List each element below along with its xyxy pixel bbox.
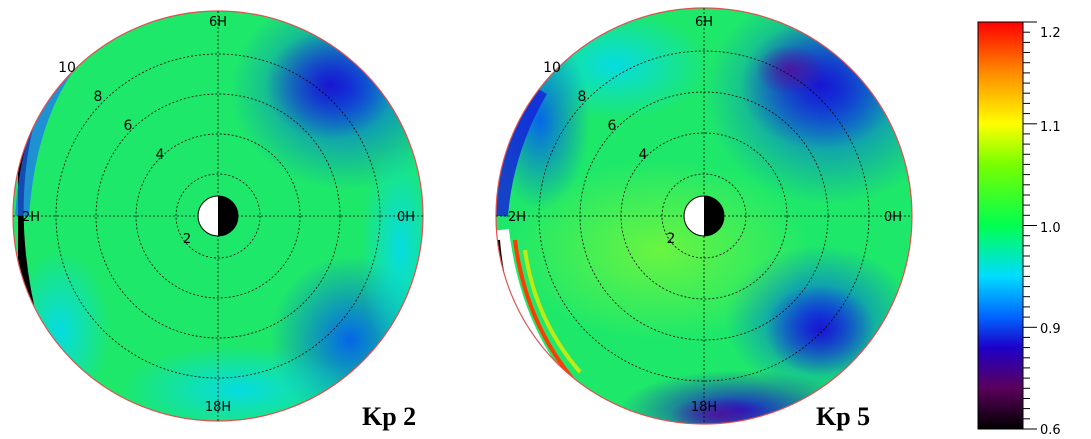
radial-tick-label-2: 2 <box>667 231 676 247</box>
radial-tick-label-6: 6 <box>124 118 133 134</box>
mlt-label-left: 2H <box>22 210 40 225</box>
radial-tick-label-8: 8 <box>94 89 103 105</box>
radial-tick-label-4: 4 <box>639 147 648 163</box>
mlt-label-bottom: 18H <box>691 400 717 415</box>
colorbar-ticks <box>1023 21 1037 430</box>
colorbar-gradient <box>977 21 1024 430</box>
mlt-label-bottom: 18H <box>205 400 231 415</box>
radial-tick-label-2: 2 <box>183 232 191 247</box>
earth-nightside <box>218 196 238 236</box>
radial-grid-4 <box>135 133 301 299</box>
colorbar-tick-label-0.9: 0.9 <box>1040 322 1061 337</box>
mlt-label-left: 2H <box>508 210 526 225</box>
panel-label-kp5: Kp 5 <box>816 402 871 431</box>
polar-plot-kp5: 2 4 6 8 10 6H 2H 18H 0H <box>495 7 913 425</box>
colorbar-tick-label-0.8: 0.6 <box>1040 423 1061 438</box>
mlt-label-right: 0H <box>884 210 902 225</box>
colorbar: 1.2 1.1 1.0 0.9 0.6 <box>977 21 1061 438</box>
deep-blue-region-dusk <box>765 285 875 375</box>
cyan-region-right <box>360 140 423 360</box>
purple-region-dawn <box>755 45 825 95</box>
radial-tick-label-10: 10 <box>58 60 76 76</box>
radial-tick-label-6: 6 <box>608 118 617 134</box>
purple-region-bottom <box>670 397 770 424</box>
radial-grid-2 <box>175 173 261 259</box>
cyan-region-bottom <box>120 345 360 421</box>
colorbar-tick-label-1.2: 1.2 <box>1040 26 1061 41</box>
radial-grid-8 <box>55 53 381 379</box>
radial-tick-label-8: 8 <box>578 89 587 105</box>
colorbar-tick-label-1.1: 1.1 <box>1040 120 1061 135</box>
red-edge-lower-left <box>513 239 574 380</box>
deep-blue-edge-upper-left <box>496 85 547 217</box>
radial-grid-6 <box>95 93 341 339</box>
polar-plot-kp2: 2 4 6 8 10 6H 2H 18H 0H <box>12 10 424 422</box>
mlt-label-right: 0H <box>397 210 415 225</box>
radial-tick-label-10: 10 <box>543 60 561 76</box>
earth-nightside <box>704 196 724 236</box>
colorbar-tick-label-1.0: 1.0 <box>1040 221 1061 236</box>
mlt-label-top: 6H <box>209 15 227 30</box>
yellow-green-region <box>510 160 810 340</box>
radial-tick-label-4: 4 <box>156 147 165 163</box>
panel-label-kp2: Kp 2 <box>362 402 417 431</box>
yellow-edge-lower-left <box>523 249 582 374</box>
mlt-label-top: 6H <box>695 15 713 30</box>
